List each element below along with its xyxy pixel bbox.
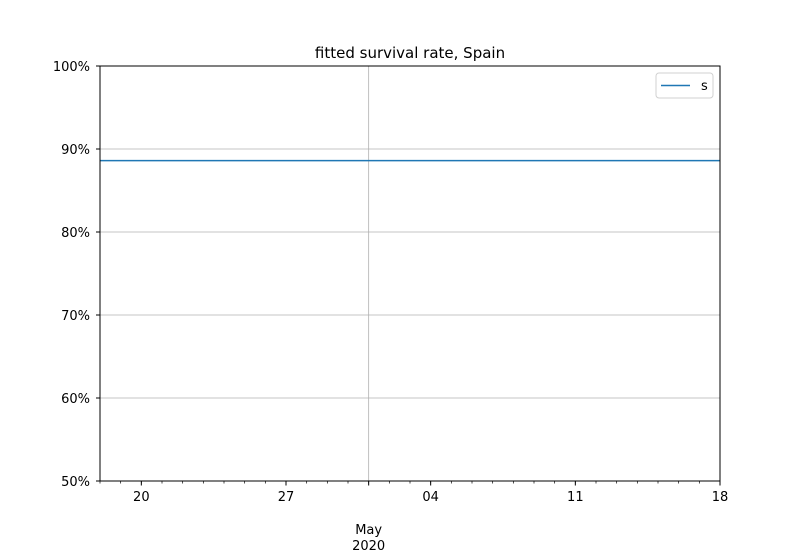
chart-title: fitted survival rate, Spain — [315, 44, 505, 62]
legend-label: s — [701, 79, 708, 94]
x-tick-label: 20 — [133, 490, 150, 505]
y-tick-label: 50% — [61, 475, 90, 490]
x-tick-label-line: 2020 — [352, 539, 385, 550]
x-tick-label-line: 27 — [278, 490, 295, 505]
plot-area-frame — [99, 65, 721, 482]
x-tick-label: 18 — [712, 490, 729, 505]
x-tick-label-line: 11 — [567, 490, 584, 505]
tick-layer: 50% 60% 70% 80% 90% 100% 20 27 May 2020 04 11 18 — [53, 60, 729, 554]
y-tick-label: 90% — [61, 143, 90, 158]
x-tick-label-line: May — [355, 523, 382, 538]
x-tick-label-line: 20 — [133, 490, 150, 505]
y-tick-label: 80% — [61, 226, 90, 241]
x-tick-label: 11 — [567, 490, 584, 505]
x-month-label: May 2020 — [352, 523, 385, 550]
grid-layer — [100, 66, 720, 481]
legend: s — [655, 72, 714, 99]
x-tick-label: 04 — [422, 490, 439, 505]
y-tick-label: 100% — [53, 60, 90, 75]
y-tick-label: 70% — [61, 309, 90, 324]
y-tick-label: 60% — [61, 392, 90, 407]
x-tick-label-line: 04 — [422, 490, 439, 505]
x-tick-label: 27 — [278, 490, 295, 505]
x-tick-label-line: 18 — [712, 490, 729, 505]
